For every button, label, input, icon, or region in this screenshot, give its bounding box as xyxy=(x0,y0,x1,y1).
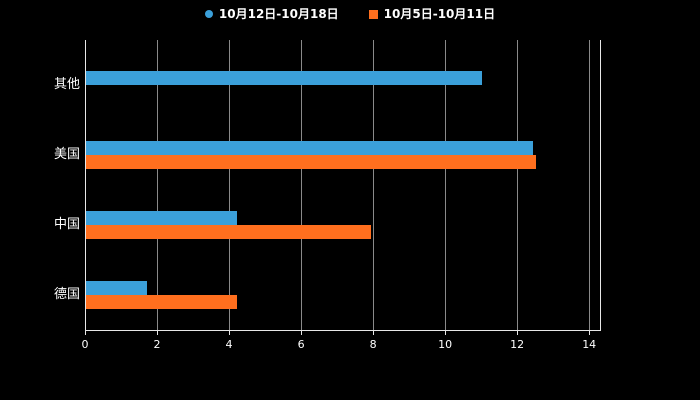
category-label-1: 美国 xyxy=(53,147,80,162)
gridline-x4 xyxy=(229,40,231,330)
x-tick-10 xyxy=(445,330,447,335)
gridline-x12 xyxy=(517,40,519,330)
x-tick-0 xyxy=(85,330,86,335)
x-tick-12 xyxy=(517,330,519,335)
x-tick-2 xyxy=(157,330,159,335)
category-label-3: 德国 xyxy=(53,287,80,302)
legend-item-oct5-oct11[interactable]: 10月5日-10月11日 xyxy=(368,7,496,21)
x-tick-8 xyxy=(373,330,375,335)
bar-series1-cat1[interactable] xyxy=(86,155,536,169)
x-tick-label-4: 4 xyxy=(225,338,233,351)
bar-series0-cat3[interactable] xyxy=(86,281,147,295)
legend-label-oct5-oct11: 10月5日-10月11日 xyxy=(383,7,496,21)
legend-item-oct12-oct18[interactable]: 10月12日-10月18日 xyxy=(204,7,339,21)
x-tick-label-14: 14 xyxy=(582,338,597,351)
gridline-x10 xyxy=(445,40,447,330)
category-label-0: 其他 xyxy=(53,77,80,92)
circle-marker-icon xyxy=(204,10,213,18)
bar-series0-cat0[interactable] xyxy=(86,71,482,85)
gridline-x14 xyxy=(589,40,591,330)
bar-series0-cat2[interactable] xyxy=(86,211,237,225)
gridline-x6 xyxy=(301,40,303,330)
x-tick-label-6: 6 xyxy=(297,338,305,351)
x-axis-line xyxy=(85,330,601,331)
gridline-x8 xyxy=(373,40,375,330)
bar-series1-cat3[interactable] xyxy=(86,295,237,309)
x-tick-label-2: 2 xyxy=(153,338,161,351)
bar-series0-cat1[interactable] xyxy=(86,141,533,155)
x-tick-6 xyxy=(301,330,303,335)
legend-label-oct12-oct18: 10月12日-10月18日 xyxy=(218,7,339,21)
gridline-x2 xyxy=(157,40,159,330)
x-tick-label-10: 10 xyxy=(438,338,453,351)
x-tick-label-12: 12 xyxy=(510,338,525,351)
category-label-2: 中国 xyxy=(53,217,80,232)
x-tick-4 xyxy=(229,330,231,335)
y-axis-line xyxy=(85,40,86,330)
legend: 10月12日-10月18日 10月5日-10月11日 xyxy=(0,7,700,21)
x-tick-14 xyxy=(589,330,591,335)
x-tick-label-0: 0 xyxy=(81,338,89,351)
plot-right-border xyxy=(600,40,601,330)
square-marker-icon xyxy=(368,9,378,19)
bar-series1-cat2[interactable] xyxy=(86,225,371,239)
x-tick-label-8: 8 xyxy=(369,338,377,351)
